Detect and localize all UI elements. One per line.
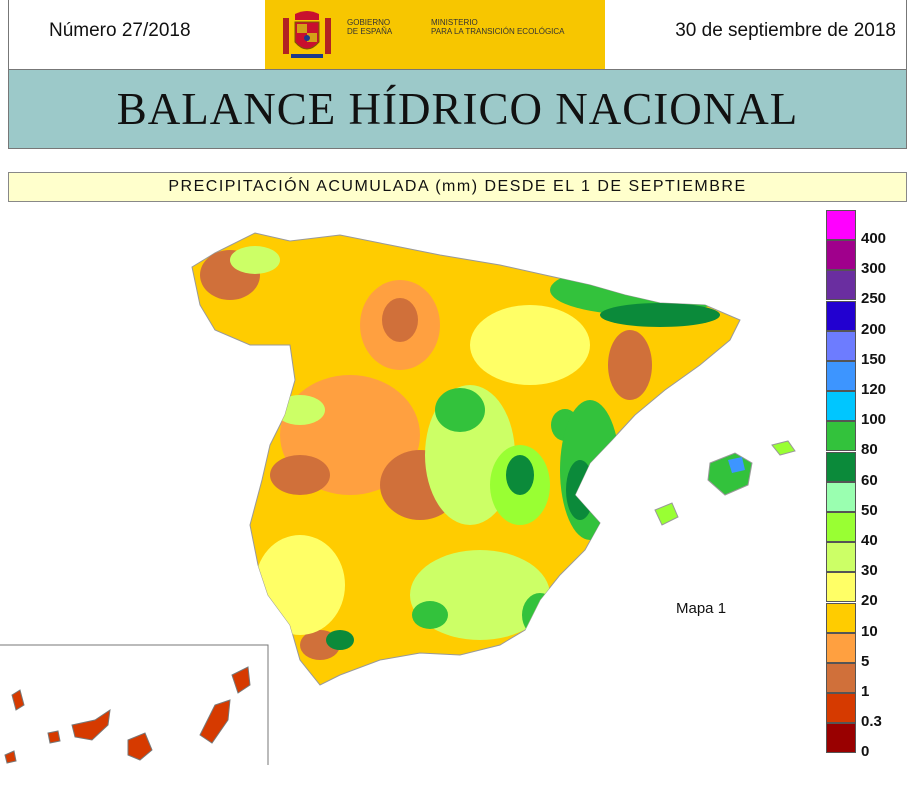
coat-of-arms-icon bbox=[283, 11, 331, 58]
legend-swatch bbox=[826, 572, 856, 603]
legend-label: 60 bbox=[861, 471, 878, 489]
legend-label: 1 bbox=[861, 683, 870, 700]
legend-swatch bbox=[826, 451, 856, 482]
canary-islands bbox=[4, 666, 251, 764]
legend-label: 120 bbox=[861, 381, 887, 398]
legend-label: 250 bbox=[861, 290, 887, 308]
legend-label: 5 bbox=[861, 652, 870, 670]
legend-swatch bbox=[826, 391, 856, 422]
legend-label: 300 bbox=[861, 260, 887, 278]
gobierno-text: GOBIERNO DE ESPAÑA bbox=[347, 18, 393, 36]
legend-label: 50 bbox=[861, 501, 878, 519]
legend-label: 10 bbox=[861, 622, 878, 640]
legend-label: 0.3 bbox=[861, 713, 882, 731]
issue-number: Número 27/2018 bbox=[49, 20, 191, 41]
issue-date: 30 de septiembre de 2018 bbox=[675, 20, 896, 41]
map-subtitle: PRECIPITACIÓN ACUMULADA (mm) DESDE EL 1 … bbox=[8, 172, 907, 202]
legend-swatch bbox=[826, 602, 856, 633]
legend-swatch bbox=[826, 421, 856, 452]
legend-swatch bbox=[826, 693, 856, 724]
legend-label: 150 bbox=[861, 350, 887, 368]
balearic-islands bbox=[707, 452, 753, 496]
legend-label: 400 bbox=[861, 230, 887, 247]
header-bar: Número 27/2018 GOBIERNO DE ESPAÑA MINISTE… bbox=[8, 0, 907, 70]
legend-label: 0 bbox=[861, 743, 870, 761]
ministerio-text: MINISTERIO PARA LA TRANSICIÓN ECOLÓGICA bbox=[431, 18, 565, 36]
precipitation-map bbox=[0, 232, 796, 765]
page-title: BALANCE HÍDRICO NACIONAL bbox=[116, 84, 799, 134]
canary-islands-frame bbox=[0, 644, 269, 765]
legend-swatch bbox=[826, 330, 856, 361]
legend-label: 30 bbox=[861, 562, 878, 580]
legend-swatch bbox=[826, 723, 856, 754]
legend-label: 20 bbox=[861, 592, 878, 610]
page-title-band: BALANCE HÍDRICO NACIONAL bbox=[8, 69, 907, 149]
legend-label: 40 bbox=[861, 532, 878, 549]
legend-swatch bbox=[826, 300, 856, 331]
legend-swatch bbox=[826, 361, 856, 391]
legend-swatch bbox=[826, 632, 856, 663]
legend-swatch bbox=[826, 481, 856, 512]
map-label: Mapa 1 bbox=[676, 600, 727, 617]
legend-swatch bbox=[826, 663, 856, 693]
legend-label: 200 bbox=[861, 320, 887, 338]
government-logo: GOBIERNO DE ESPAÑA MINISTERIO PARA LA TRAN… bbox=[265, 0, 605, 70]
legend-label: 100 bbox=[861, 411, 887, 429]
legend-swatch bbox=[826, 210, 856, 240]
legend-swatch bbox=[826, 270, 856, 301]
legend-swatch bbox=[826, 542, 856, 573]
legend-swatch bbox=[826, 512, 856, 542]
legend-swatch bbox=[826, 240, 856, 271]
legend-label: 80 bbox=[861, 441, 878, 459]
